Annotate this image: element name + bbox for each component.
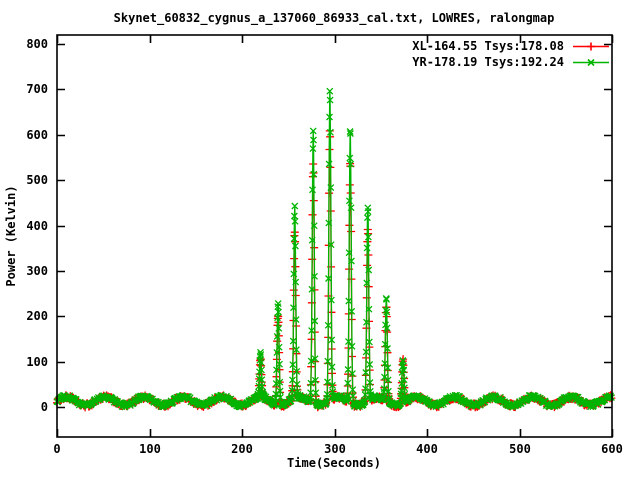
y-tick-label: 200	[26, 309, 48, 323]
x-tick-label: 400	[416, 442, 438, 456]
x-tick-label: 600	[601, 442, 623, 456]
legend-entry-xl: XL-164.55 Tsys:178.08	[412, 39, 611, 53]
x-tick-label: 0	[53, 442, 60, 456]
y-tick-label: 500	[26, 173, 48, 187]
y-tick-label: 400	[26, 219, 48, 233]
y-tick-label: 600	[26, 128, 48, 142]
x-axis-label: Time(Seconds)	[287, 456, 381, 470]
y-tick-label: 700	[26, 82, 48, 96]
x-tick-label: 200	[231, 442, 253, 456]
legend-entry-yr: YR-178.19 Tsys:192.24	[412, 55, 611, 69]
chart-title: Skynet_60832_cygnus_a_137060_86933_cal.t…	[113, 11, 555, 25]
y-tick-label: 100	[26, 355, 48, 369]
legend-label-xl: XL-164.55 Tsys:178.08	[412, 39, 564, 53]
x-tick-label: 300	[324, 442, 346, 456]
y-tick-label: 0	[41, 400, 48, 414]
legend-sample-cross-icon	[573, 58, 609, 66]
legend-label-yr: YR-178.19 Tsys:192.24	[412, 55, 564, 69]
y-tick-label: 800	[26, 37, 48, 51]
y-tick-label: 300	[26, 264, 48, 278]
x-tick-label: 100	[139, 442, 161, 456]
x-tick-label: 500	[509, 442, 531, 456]
legend-sample-plus-icon	[573, 42, 609, 50]
legend: XL-164.55 Tsys:178.08 YR-178.19 Tsys:192…	[412, 39, 611, 69]
